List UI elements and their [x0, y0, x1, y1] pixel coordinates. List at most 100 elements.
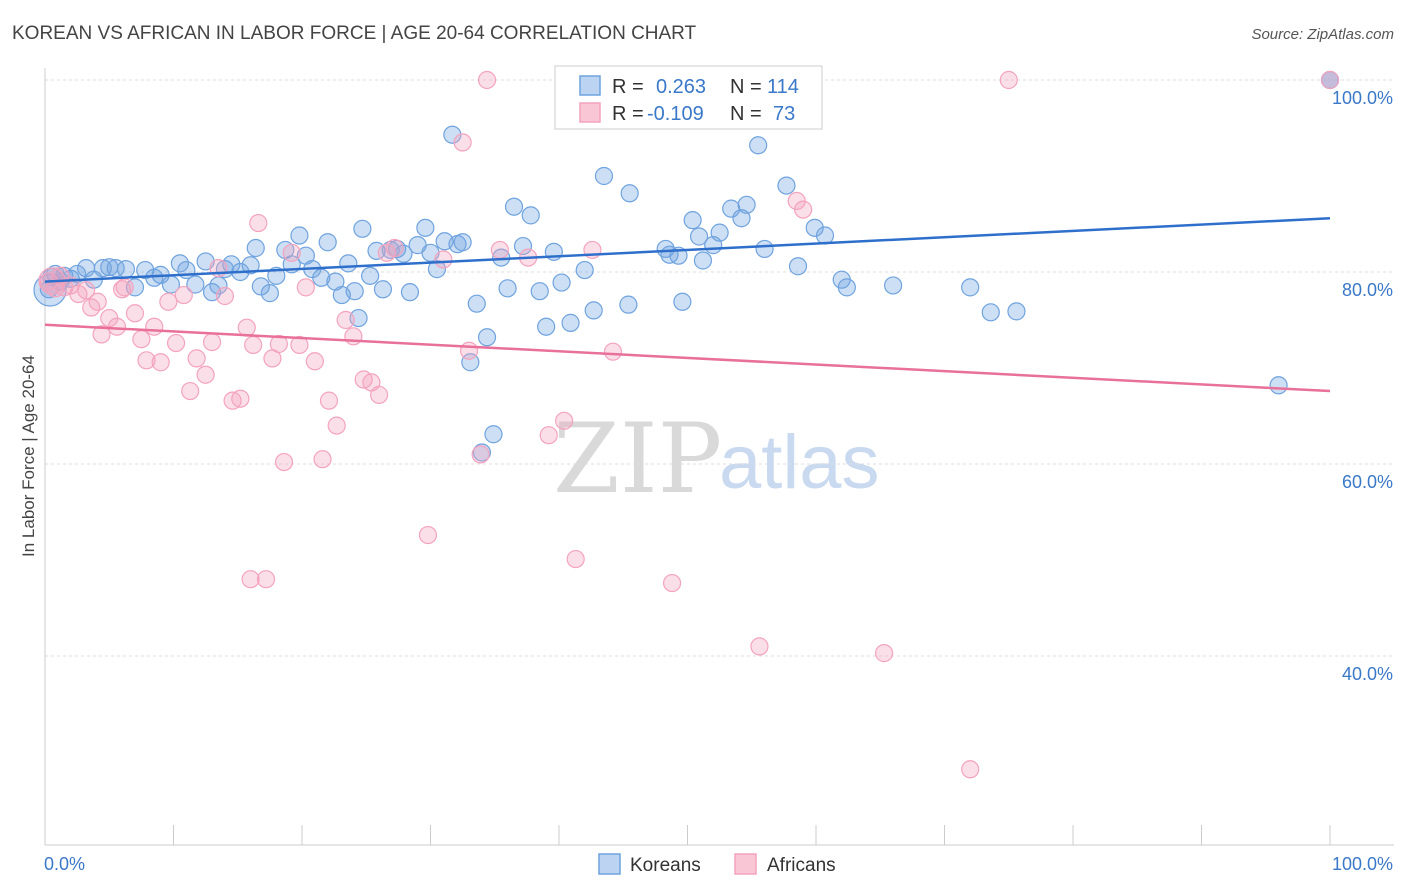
african-point	[305, 352, 324, 371]
korean-point	[689, 227, 709, 246]
african-point	[750, 637, 769, 656]
african-point	[319, 391, 339, 410]
korean-point	[883, 276, 903, 295]
korean-point	[584, 301, 603, 320]
african-point	[125, 304, 145, 323]
african-point	[471, 445, 490, 464]
african-point	[418, 525, 438, 545]
korean-point	[777, 176, 796, 195]
korean-point	[427, 260, 447, 279]
korean-point	[815, 226, 835, 245]
korean-point	[93, 259, 112, 278]
korean-point	[693, 251, 713, 270]
korean-point	[400, 283, 420, 302]
y-tick-labels: 100.0% 80.0% 60.0% 40.0%	[1332, 88, 1393, 684]
african-point	[174, 285, 193, 305]
korean-point	[246, 238, 265, 258]
african-point	[370, 385, 389, 404]
korean-point	[467, 294, 486, 313]
legend-swatch-koreans	[579, 75, 601, 96]
korean-point	[477, 328, 497, 347]
korean-point	[170, 254, 190, 273]
korean-point	[1269, 376, 1288, 395]
korean-point	[443, 125, 462, 144]
african-point	[662, 573, 682, 593]
korean-point	[453, 233, 472, 252]
african-point	[313, 450, 332, 469]
legend-n-label-2: N =	[730, 103, 762, 125]
korean-point	[416, 218, 435, 237]
african-point	[231, 389, 250, 408]
trend-lines	[44, 216, 1331, 393]
korean-point	[749, 136, 768, 155]
african-point	[490, 240, 509, 260]
african-point	[145, 317, 164, 336]
x-tick-label-0: 0.0%	[44, 854, 85, 874]
african-point	[794, 200, 813, 219]
african-point	[1320, 70, 1340, 90]
axes	[44, 68, 1394, 846]
african-point	[327, 416, 346, 435]
korean-point	[575, 260, 594, 280]
korean-point	[461, 353, 480, 372]
african-point	[107, 317, 127, 336]
legend-r-value-2: -0.109	[647, 103, 704, 125]
korean-point	[290, 226, 309, 245]
korean-point	[504, 197, 524, 216]
korean-point	[498, 279, 517, 298]
african-point	[477, 70, 497, 90]
bottom-legend-africans: Africans	[767, 855, 836, 876]
grid-lines	[45, 79, 1394, 657]
african-points	[38, 70, 1340, 779]
korean-point	[1007, 302, 1026, 321]
korean-point	[339, 254, 358, 273]
x-tick-labels: 0.0% 100.0%	[44, 854, 1393, 874]
african-point	[566, 549, 585, 569]
korean-point	[981, 303, 1000, 322]
korean-point	[484, 425, 503, 444]
x-tick-label-1: 100.0%	[1332, 854, 1393, 874]
african-point	[453, 133, 472, 152]
african-point	[137, 351, 156, 370]
korean-point	[353, 219, 372, 238]
y-tick-label-3: 40.0%	[1342, 664, 1393, 684]
african-point	[237, 318, 256, 337]
korean-point	[260, 284, 279, 303]
african-point	[159, 292, 178, 311]
korean-point	[318, 233, 337, 252]
legend-box: R = 0.263 N = 114 R = -0.109 N = 73	[554, 65, 823, 130]
african-point	[196, 365, 215, 384]
african-point	[244, 335, 263, 355]
african-point	[151, 353, 170, 372]
korean-point	[561, 313, 580, 332]
korean-point	[683, 211, 702, 230]
african-trend-line	[44, 323, 1331, 393]
korean-point	[620, 184, 639, 203]
bottom-legend-swatch-koreans	[598, 853, 621, 875]
african-point	[961, 760, 980, 779]
african-point	[282, 243, 301, 262]
african-point	[132, 330, 151, 349]
korean-point	[755, 239, 774, 259]
korean-point	[530, 282, 549, 301]
korean-point	[312, 268, 331, 287]
korean-point	[345, 282, 364, 301]
legend-r-label-1: R =	[612, 76, 644, 98]
african-point	[603, 342, 623, 361]
african-point	[274, 452, 294, 472]
watermark: ZIP atlas	[553, 403, 880, 515]
y-tick-label-1: 80.0%	[1342, 280, 1393, 300]
watermark-zip: ZIP	[553, 403, 722, 515]
african-point	[296, 278, 315, 297]
african-point	[555, 411, 574, 430]
korean-points	[33, 70, 1340, 462]
african-point	[385, 238, 404, 258]
legend-n-value-2: 73	[773, 103, 795, 125]
korean-point	[537, 317, 556, 336]
african-point	[344, 327, 363, 346]
source-text: Source: ZipAtlas.com	[1251, 26, 1394, 43]
african-point	[181, 381, 200, 401]
korean-point	[116, 260, 136, 279]
y-tick-label-0: 100.0%	[1332, 88, 1393, 108]
african-point	[269, 334, 288, 354]
